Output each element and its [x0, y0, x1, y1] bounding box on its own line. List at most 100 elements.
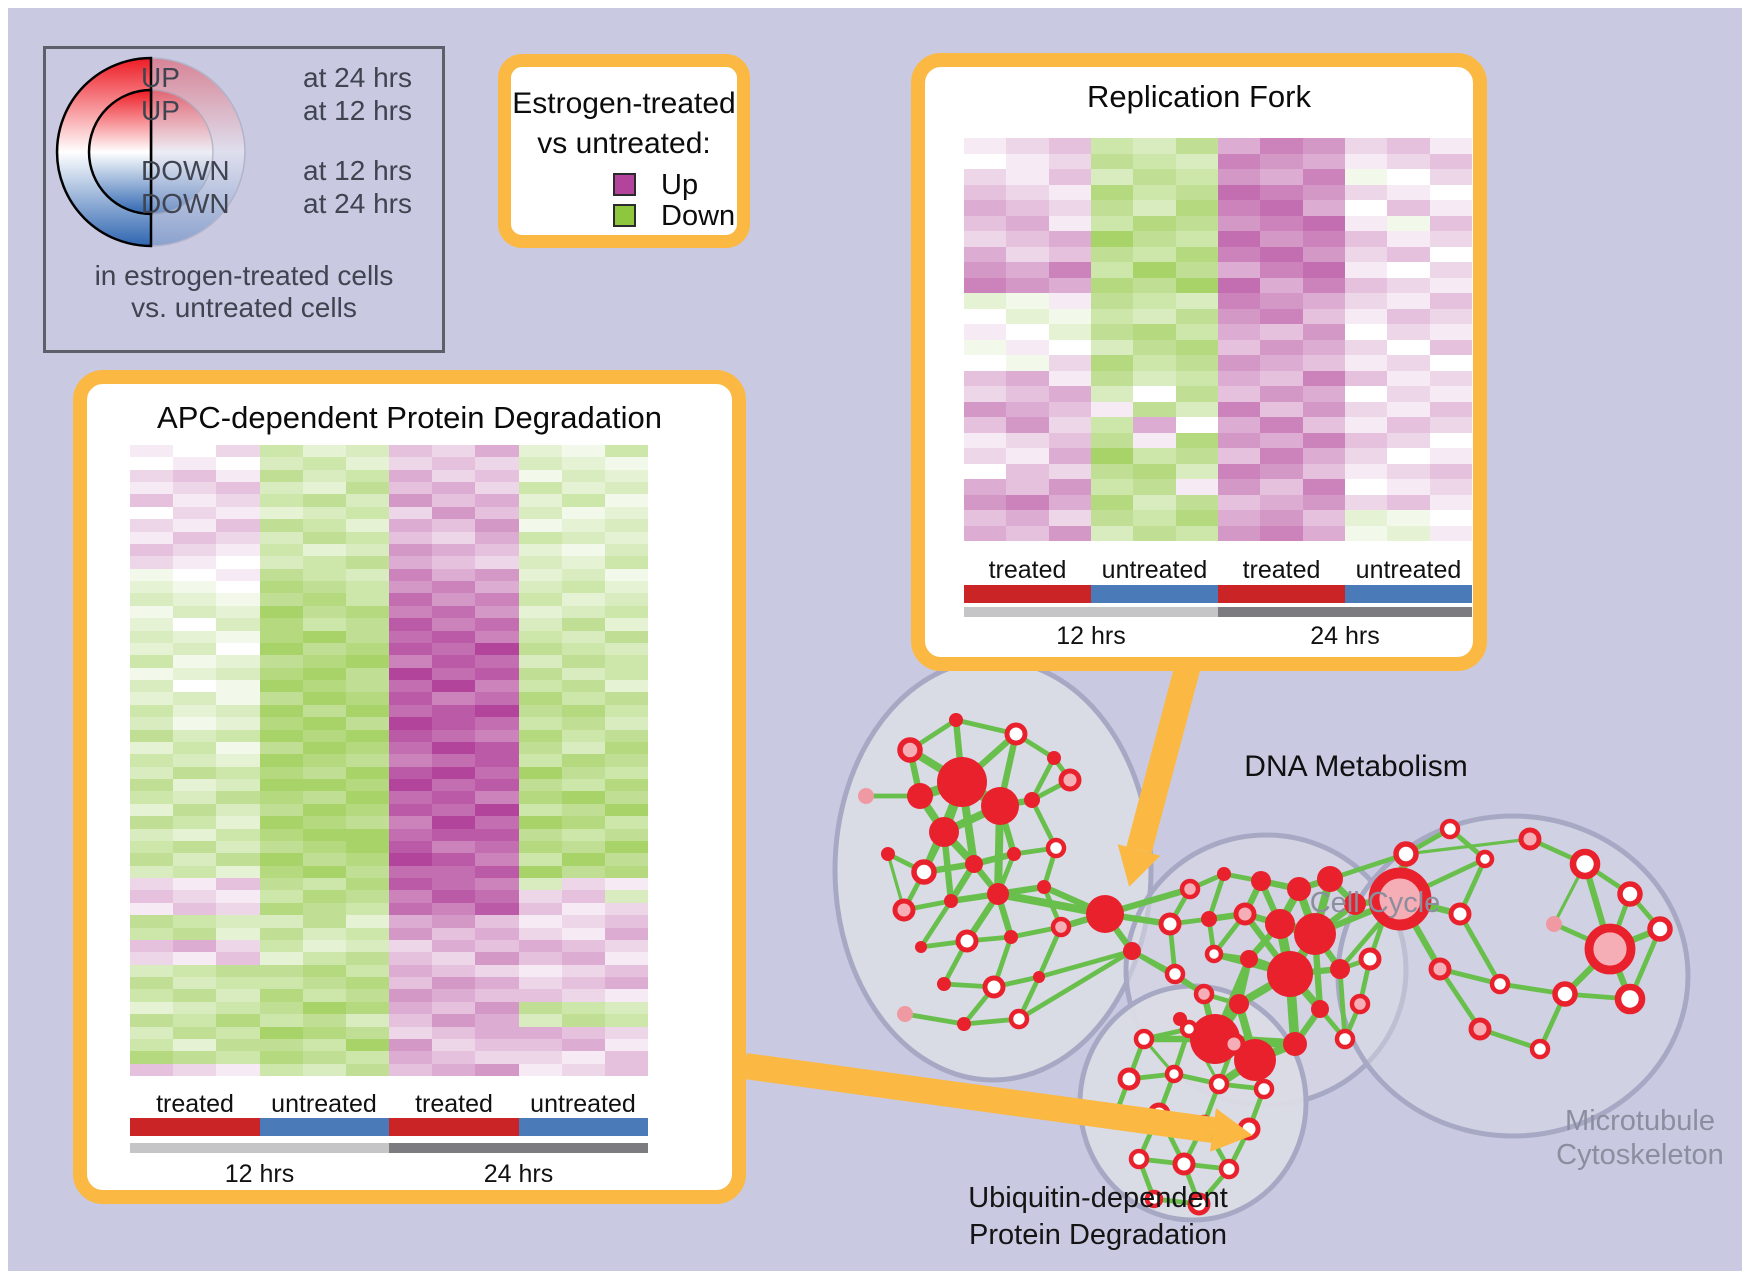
- heatmap-cell: [561, 543, 605, 557]
- heatmap-cell: [1302, 448, 1345, 464]
- heatmap-cell: [216, 1001, 260, 1015]
- heatmap-cell: [518, 531, 562, 544]
- heatmap-cell: [964, 262, 1007, 278]
- heatmap-cell: [259, 717, 303, 730]
- heatmap-cell: [604, 568, 648, 581]
- heatmap-cell: [964, 215, 1007, 231]
- heatmap-cell: [389, 642, 433, 656]
- heatmap-cell: [302, 506, 346, 520]
- heatmap-cell: [259, 593, 303, 606]
- heatmap-cell: [389, 680, 433, 693]
- network-node-ring-white-center: [1004, 722, 1028, 746]
- heatmap-cell: [432, 531, 476, 544]
- heatmap-cell: [259, 1038, 303, 1052]
- heatmap-cell: [259, 469, 303, 483]
- heatmap-cell: [173, 766, 217, 779]
- heatmap-cell: [302, 853, 346, 866]
- heatmap-cell: [1175, 138, 1218, 154]
- heatmap-cell: [1217, 169, 1261, 185]
- up-color-swatch: [613, 173, 636, 196]
- heatmap-cell: [1302, 401, 1345, 417]
- heatmap-cell: [432, 445, 476, 458]
- heatmap-cell: [1006, 138, 1049, 154]
- heatmap-cell: [1006, 432, 1049, 448]
- heatmap-cell: [216, 989, 260, 1002]
- heatmap-cell: [432, 1038, 476, 1052]
- heatmap-cell: [389, 828, 433, 841]
- heatmap-cell: [389, 556, 433, 569]
- heatmap-cell: [1048, 370, 1091, 386]
- heatmap-cell: [518, 494, 562, 507]
- heatmap-cell: [561, 1051, 605, 1064]
- heatmap-cell: [1302, 169, 1345, 185]
- apc-group-treated-12: treated: [156, 1090, 234, 1118]
- heatmap-cell: [389, 977, 433, 990]
- heatmap-cell: [302, 865, 346, 878]
- heatmap-cell: [561, 494, 605, 507]
- heatmap-cell: [173, 667, 217, 680]
- rf-24hrs-label: 24 hrs: [1310, 622, 1380, 650]
- heatmap-cell: [216, 779, 260, 792]
- heatmap-cell: [302, 1063, 346, 1076]
- heatmap-cell: [389, 593, 433, 606]
- heatmap-cell: [432, 1001, 476, 1015]
- heatmap-cell: [216, 902, 260, 916]
- heatmap-cell: [259, 457, 303, 470]
- heatmap-cell: [173, 754, 217, 767]
- heatmap-cell: [173, 853, 217, 866]
- heatmap-cell: [518, 717, 562, 730]
- heatmap-cell: [216, 519, 260, 532]
- heatmap-cell: [475, 729, 519, 742]
- heatmap-cell: [518, 457, 562, 470]
- apc-group-treated-24: treated: [415, 1090, 493, 1118]
- heatmap-cell: [216, 605, 260, 619]
- heatmap-cell: [302, 952, 346, 965]
- heatmap-cell: [1175, 277, 1218, 293]
- heatmap-cell: [561, 853, 605, 866]
- heatmap-cell: [561, 1038, 605, 1052]
- heatmap-cell: [475, 840, 519, 854]
- network-node-big-ring-pink-center: [1368, 867, 1432, 931]
- heatmap-cell: [259, 977, 303, 990]
- heatmap-cell: [173, 977, 217, 990]
- heatmap-cell: [604, 469, 648, 483]
- heatmap-cell: [518, 642, 562, 656]
- heatmap-cell: [1090, 339, 1134, 355]
- network-node-solid-red: [1283, 1032, 1307, 1056]
- apc-24hrs-label: 24 hrs: [483, 1160, 554, 1188]
- network-node-ring-white-center: [1439, 818, 1461, 840]
- heatmap-cell: [1429, 510, 1472, 526]
- heatmap-cell: [518, 704, 562, 718]
- network-node-ring-white-center: [1552, 981, 1578, 1007]
- heatmap-cell: [216, 1026, 260, 1039]
- heatmap-cell: [518, 952, 562, 965]
- heatmap-cell: [1217, 386, 1261, 402]
- heatmap-cell: [518, 964, 562, 977]
- heatmap-cell: [475, 581, 519, 594]
- heatmap-cell: [345, 445, 389, 458]
- heatmap-cell: [302, 766, 346, 779]
- heatmap-cell: [1260, 494, 1303, 510]
- heatmap-cell: [302, 729, 346, 742]
- heatmap-cell: [1006, 324, 1049, 340]
- heatmap-cell: [604, 593, 648, 606]
- heatmap-cell: [964, 510, 1007, 526]
- heatmap-cell: [302, 581, 346, 594]
- heatmap-cell: [432, 927, 476, 940]
- heatmap-cell: [1344, 448, 1388, 464]
- heatmap-cell: [1429, 355, 1472, 371]
- heatmap-cell: [432, 890, 476, 903]
- heatmap-cell: [475, 1051, 519, 1064]
- heatmap-cell: [1387, 448, 1430, 464]
- heatmap-cell: [518, 1038, 562, 1052]
- heatmap-cell: [518, 927, 562, 940]
- heatmap-cell: [389, 865, 433, 878]
- heatmap-cell: [130, 779, 174, 792]
- heatmap-cell: [1217, 324, 1261, 340]
- heatmap-cell: [1387, 200, 1430, 216]
- heatmap-cell: [1429, 308, 1472, 324]
- heatmap-cell: [173, 803, 217, 817]
- network-node-solid-red: [1201, 911, 1217, 927]
- heatmap-cell: [1133, 138, 1176, 154]
- heatmap-cell: [1387, 510, 1430, 526]
